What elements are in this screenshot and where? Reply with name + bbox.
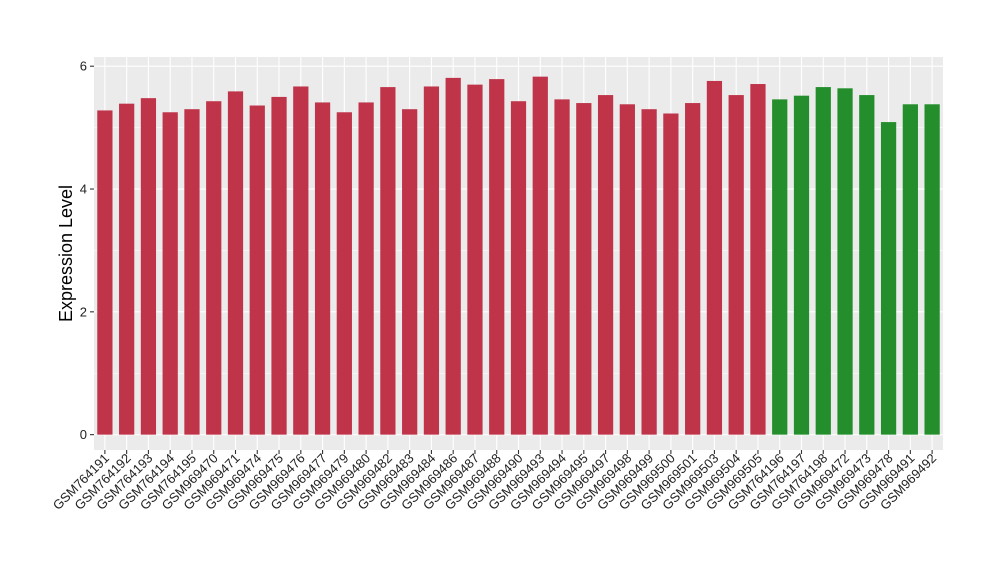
bar-GSM764193 xyxy=(140,98,157,435)
bar-GSM969505 xyxy=(750,84,766,435)
bar-GSM764198 xyxy=(815,87,831,435)
bar-GSM969483 xyxy=(402,109,418,435)
bar-GSM969493 xyxy=(532,76,548,435)
y-tick-label: 6 xyxy=(80,59,87,74)
y-tick-label: 0 xyxy=(80,427,87,442)
bar-GSM969504 xyxy=(728,95,744,435)
bar-GSM969491 xyxy=(902,104,918,435)
bar-GSM969488 xyxy=(489,79,505,435)
bar-GSM969470 xyxy=(206,101,222,435)
bar-GSM764195 xyxy=(184,109,200,435)
bar-GSM764196 xyxy=(772,99,788,435)
bar-GSM969494 xyxy=(554,99,570,435)
bar-GSM969501 xyxy=(685,103,701,435)
bar-GSM969486 xyxy=(445,77,461,435)
x-axis: GSM764191GSM764192GSM764193GSM764194GSM7… xyxy=(50,450,939,513)
bar-GSM969471 xyxy=(227,91,244,435)
bar-GSM764191 xyxy=(97,110,113,435)
bar-GSM969503 xyxy=(706,80,723,435)
bar-GSM969482 xyxy=(380,87,396,435)
bars xyxy=(97,76,940,435)
y-tick-label: 2 xyxy=(80,304,87,319)
bar-GSM764194 xyxy=(162,112,178,435)
y-axis-label: Expression Level xyxy=(56,185,76,322)
bar-GSM764192 xyxy=(119,103,135,435)
bar-GSM969499 xyxy=(641,109,657,435)
bar-GSM969497 xyxy=(597,95,614,435)
bar-GSM969490 xyxy=(510,101,527,435)
bar-GSM969484 xyxy=(423,86,440,435)
bar-GSM764197 xyxy=(793,95,810,435)
bar-GSM969480 xyxy=(358,102,374,435)
y-tick-label: 4 xyxy=(80,182,87,197)
bar-GSM969487 xyxy=(467,84,483,435)
bar-GSM969478 xyxy=(880,122,897,435)
bar-GSM969473 xyxy=(859,95,875,435)
bar-GSM969500 xyxy=(663,113,679,435)
bar-GSM969479 xyxy=(336,112,352,435)
bar-GSM969476 xyxy=(293,86,309,435)
bar-GSM969495 xyxy=(576,103,592,435)
bar-GSM969474 xyxy=(249,105,265,435)
bar-GSM969475 xyxy=(271,96,287,435)
bar-GSM969477 xyxy=(314,102,331,435)
bar-GSM969472 xyxy=(837,88,853,435)
bar-GSM969492 xyxy=(924,104,940,435)
y-axis: 0 2 4 6 xyxy=(80,59,94,442)
bar-GSM969498 xyxy=(619,104,635,435)
